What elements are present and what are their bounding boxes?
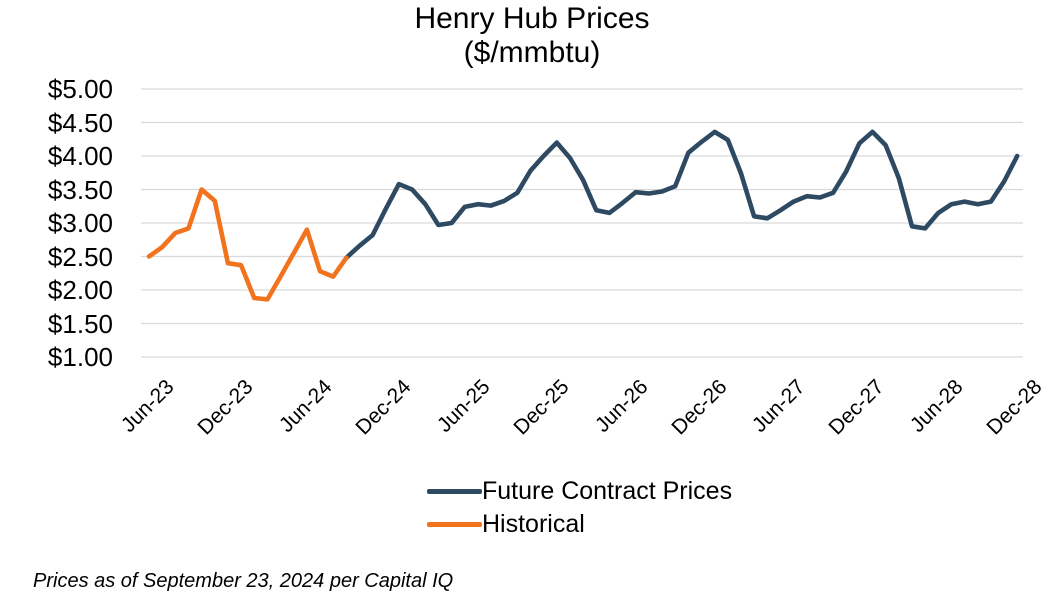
y-axis-label: $4.50 xyxy=(47,107,113,138)
chart-title: Henry Hub Prices xyxy=(414,2,650,35)
y-axis-label: $3.50 xyxy=(47,174,113,205)
futures-line-swatch xyxy=(427,489,482,494)
y-axis-label: $2.00 xyxy=(47,275,113,305)
title-block: Henry Hub Prices ($/mmbtu) xyxy=(0,2,1064,70)
legend-label-historical: Historical xyxy=(482,510,585,538)
legend-label-futures: Future Contract Prices xyxy=(482,477,733,505)
y-axis-label: $1.50 xyxy=(47,308,113,339)
futures-line xyxy=(343,129,1020,261)
y-axis-label: $5.00 xyxy=(47,74,113,104)
y-axis-label: $2.50 xyxy=(47,241,113,272)
legend: Future Contract Prices Historical xyxy=(427,475,732,541)
y-axis-label: $1.00 xyxy=(47,342,113,372)
legend-item-historical: Historical xyxy=(427,508,732,541)
footnote: Prices as of September 23, 2024 per Capi… xyxy=(33,570,454,592)
historical-line xyxy=(146,187,349,302)
legend-item-futures: Future Contract Prices xyxy=(427,475,732,508)
y-axis-label: $3.00 xyxy=(47,208,113,238)
chart-subtitle: ($/mmbtu) xyxy=(463,36,601,69)
y-axis-label: $4.00 xyxy=(47,141,113,171)
historical-line-swatch xyxy=(427,522,482,527)
